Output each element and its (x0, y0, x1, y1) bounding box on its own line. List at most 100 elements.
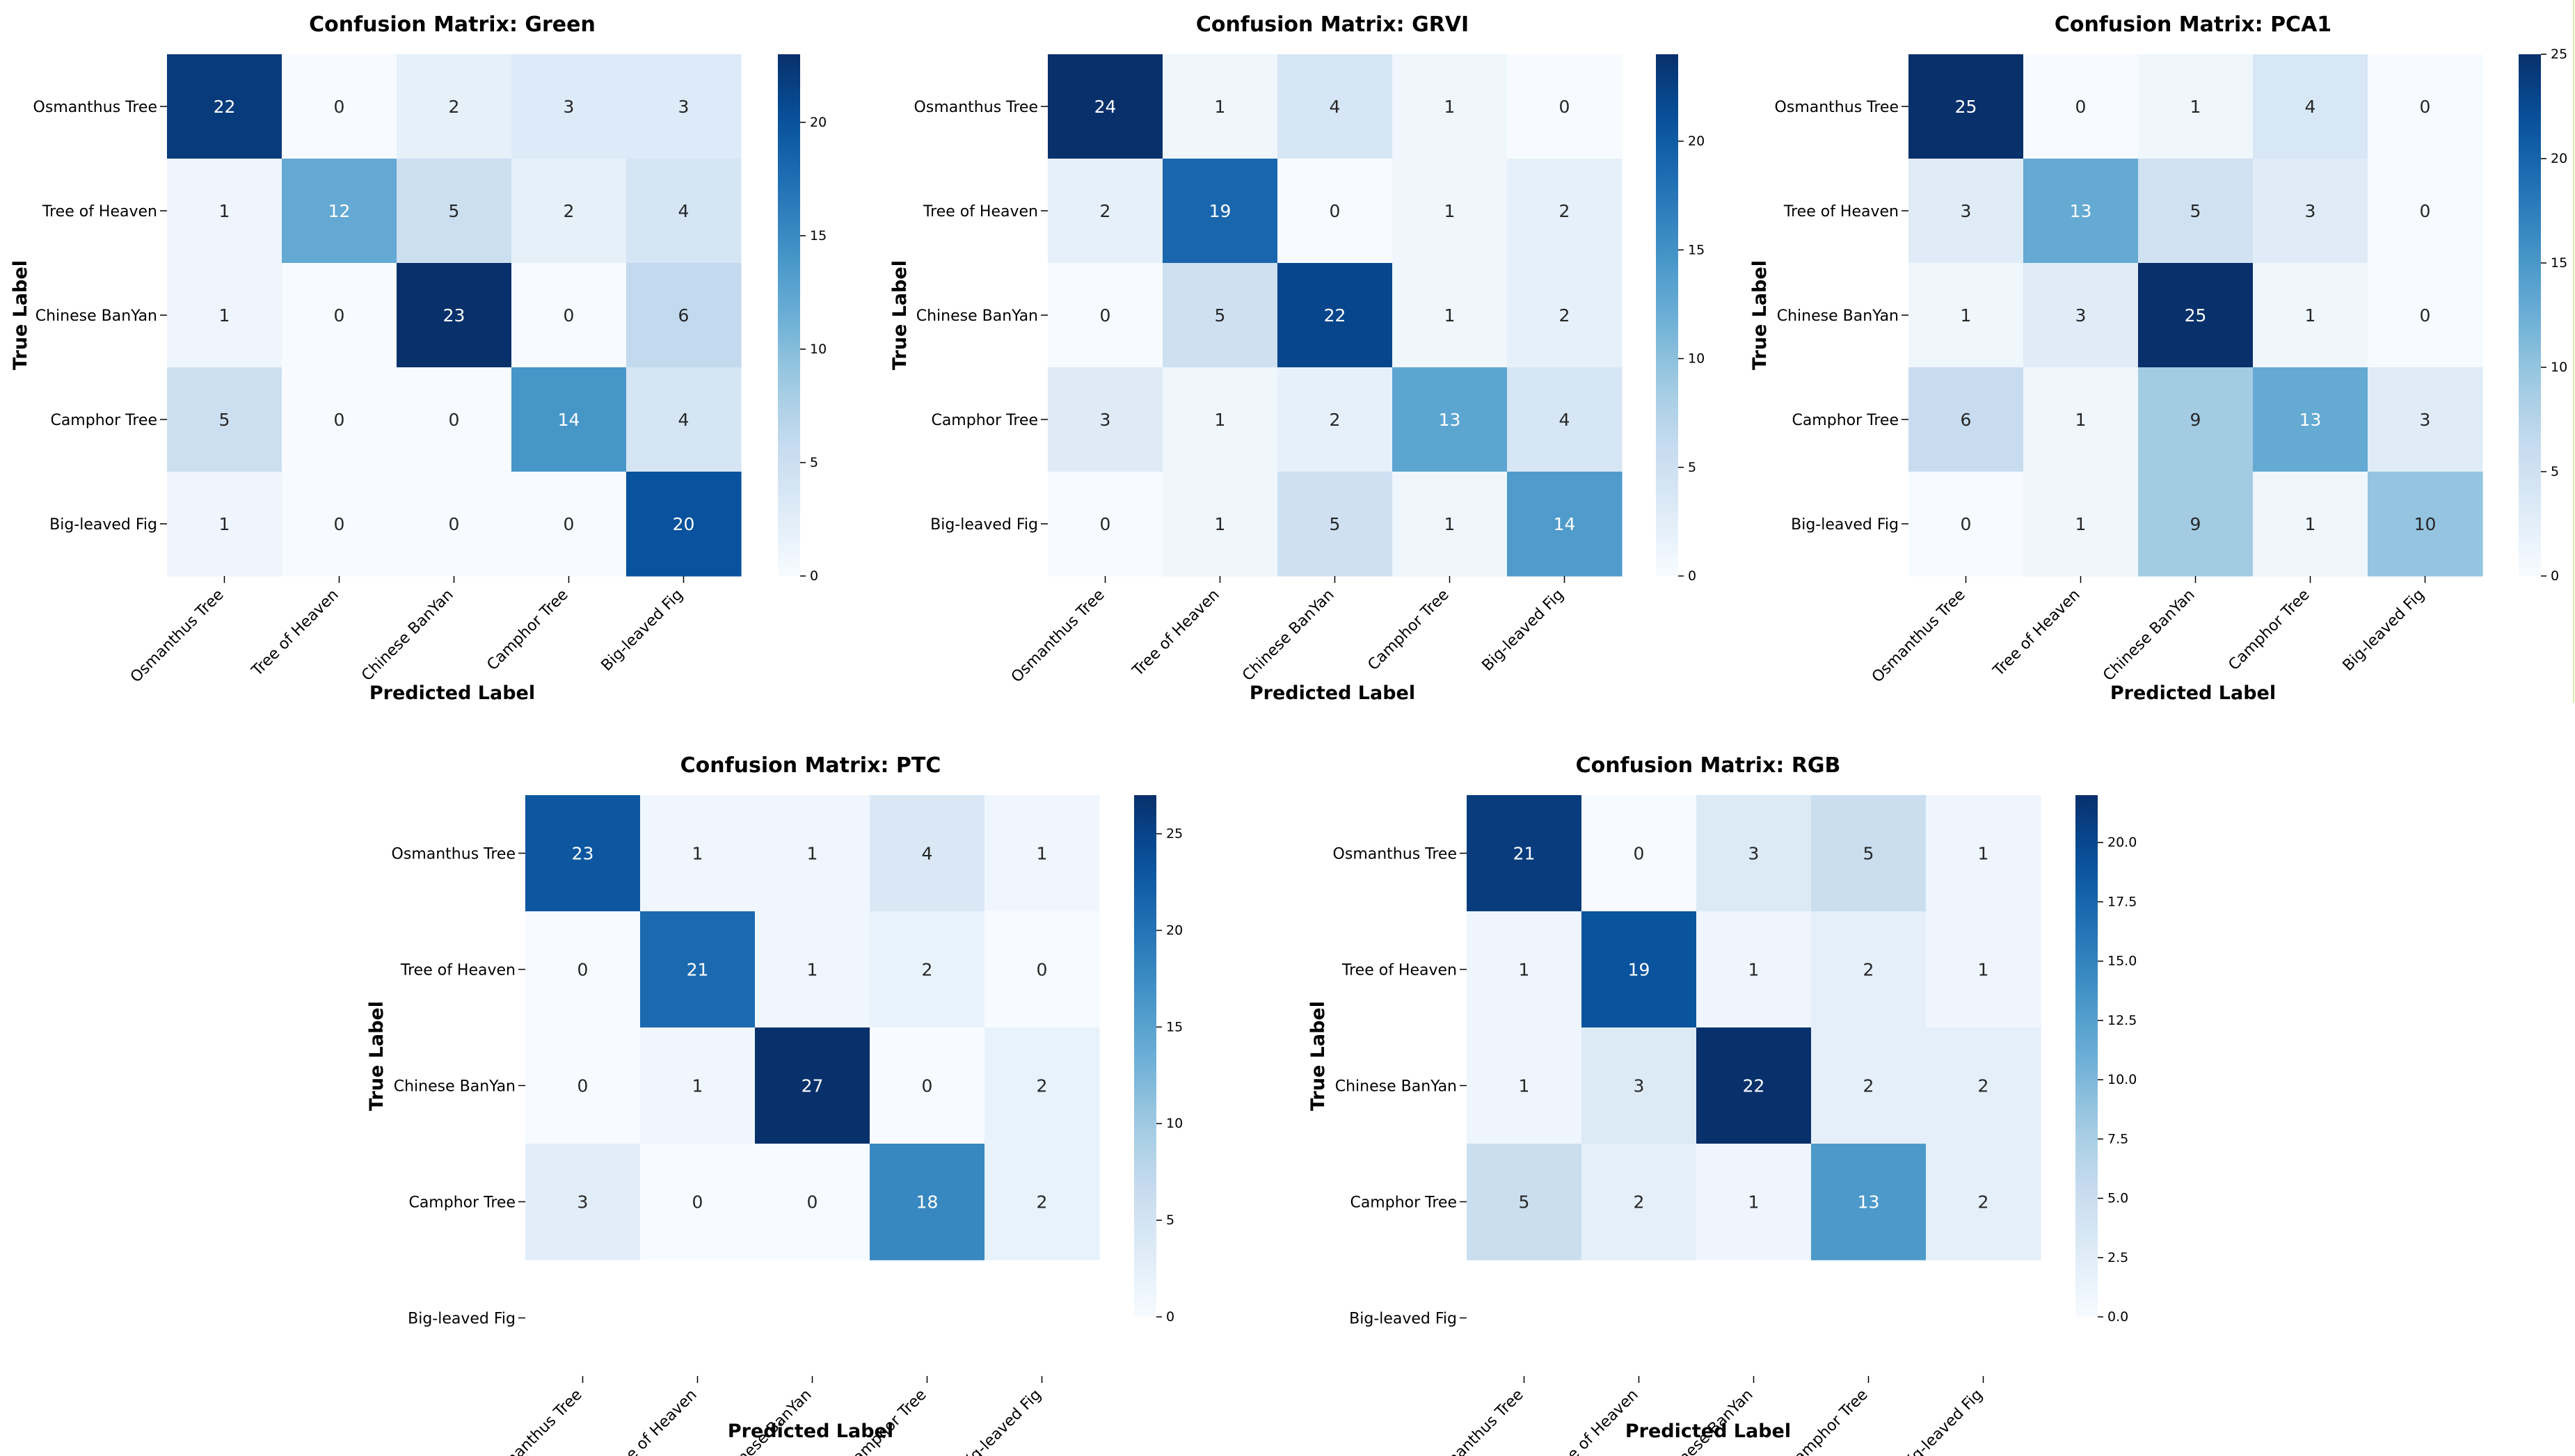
cell-value: 3 (1634, 1076, 1645, 1096)
cell-value: 3 (2305, 201, 2316, 221)
heatmap-cell (511, 472, 627, 577)
y-axis-label: True Label (366, 1001, 388, 1111)
heatmap-cell (1163, 54, 1278, 159)
heatmap-cell (397, 367, 512, 472)
heatmap-cell (525, 795, 641, 912)
heatmap-cell (282, 54, 397, 159)
x-tick-label: Chinese BanYan (358, 586, 457, 685)
cell-value: 0 (449, 514, 460, 534)
chart-title: Confusion Matrix: PTC (680, 753, 941, 778)
colorbar-tick-label: 2.5 (2107, 1250, 2128, 1265)
y-axis-label: True Label (10, 260, 31, 370)
heatmap-cell (2368, 472, 2483, 577)
heatmap-cell (2138, 263, 2254, 368)
cell-value: 1 (219, 201, 230, 221)
y-tick-label: Chinese BanYan (1335, 1078, 1457, 1096)
heatmap-cell (1926, 1027, 2041, 1144)
heatmap-cell (1163, 367, 1278, 472)
cell-value: 5 (1215, 305, 1226, 326)
cell-value: 1 (1444, 305, 1456, 326)
colorbar-tick-label: 0 (810, 568, 818, 584)
cell-value: 19 (1209, 201, 1231, 221)
x-tick-label: Tree of Heaven (1990, 586, 2084, 680)
colorbar-tick-label: 10.0 (2107, 1072, 2137, 1087)
heatmap-cell (1163, 263, 1278, 368)
heatmap-cell (2253, 472, 2368, 577)
heatmap-cell (1581, 911, 1697, 1028)
y-axis-label: True Label (1749, 260, 1771, 370)
cell-value: 13 (1858, 1192, 1880, 1213)
cell-value: 0 (2075, 97, 2087, 117)
cell-value: 0 (564, 305, 575, 326)
chart-title: Confusion Matrix: PCA1 (2055, 13, 2331, 37)
cell-value: 6 (1961, 410, 1972, 430)
heatmap-cell (167, 263, 282, 368)
cell-value: 1 (1978, 960, 1989, 980)
cell-value: 19 (1628, 960, 1650, 980)
y-tick-label: Camphor Tree (1350, 1194, 1457, 1212)
x-tick-label: Camphor Tree (1784, 1386, 1872, 1456)
cell-value: 2 (1100, 201, 1111, 221)
heatmap-cell (626, 54, 742, 159)
colorbar (2519, 54, 2541, 576)
y-tick-label: Osmanthus Tree (914, 99, 1038, 116)
heatmap-cell (511, 263, 627, 368)
colorbar-tick-label: 15 (2551, 255, 2567, 271)
x-tick-label: Big-leaved Fig (957, 1386, 1045, 1456)
colorbar-tick-label: 20 (1166, 922, 1183, 938)
heatmap-cell (2253, 54, 2368, 159)
heatmap-cell (1696, 795, 1812, 912)
heatmap-cell (2138, 54, 2254, 159)
colorbar-tick-label: 10 (810, 342, 827, 357)
y-axis-label: True Label (889, 260, 911, 370)
colorbar-tick-label: 5 (1688, 460, 1696, 475)
cell-value: 1 (1519, 960, 1530, 980)
x-tick-label: Tree of Heaven (607, 1386, 701, 1456)
cell-value: 0 (2420, 97, 2431, 117)
x-tick-label: Osmanthus Tree (1869, 586, 1969, 687)
heatmap-cell (1581, 1027, 1697, 1144)
cell-value: 2 (1634, 1192, 1645, 1213)
cell-value: 0 (564, 514, 575, 534)
cell-value: 25 (2185, 305, 2207, 326)
heatmap-cell (1277, 159, 1393, 264)
heatmap-cell (2368, 263, 2483, 368)
heatmap-cell (1048, 367, 1163, 472)
cell-value: 5 (219, 410, 230, 430)
cell-value: 0 (334, 97, 345, 117)
heatmap-cell (282, 263, 397, 368)
colorbar-tick-label: 0 (1166, 1309, 1174, 1325)
heatmap-cell (1507, 54, 1623, 159)
heatmap-cell (870, 911, 985, 1028)
heatmap-cell (640, 1144, 756, 1261)
heatmap-cell (511, 159, 627, 264)
heatmap-cell (2023, 263, 2139, 368)
cell-value: 1 (692, 844, 703, 864)
cell-value: 0 (1330, 201, 1341, 221)
y-tick-label: Tree of Heaven (400, 962, 516, 979)
heatmap-cell (511, 54, 627, 159)
heatmap-cell (1467, 1144, 1582, 1261)
cell-value: 0 (922, 1076, 933, 1096)
heatmap-cell (2138, 472, 2254, 577)
cell-value: 23 (572, 844, 594, 864)
heatmap-cell (1581, 795, 1697, 912)
cell-value: 22 (214, 97, 236, 117)
cell-value: 4 (678, 410, 689, 430)
cell-value: 0 (1100, 514, 1111, 534)
heatmap-cell (1926, 1144, 2041, 1261)
cell-value: 10 (2414, 514, 2437, 534)
cell-value: 1 (1215, 410, 1226, 430)
y-tick-label: Chinese BanYan (1777, 307, 1899, 325)
y-tick-label: Chinese BanYan (394, 1078, 516, 1096)
cell-value: 1 (1037, 844, 1048, 864)
cell-value: 3 (2075, 305, 2087, 326)
cell-value: 0 (692, 1192, 703, 1213)
heatmap-cell (1048, 263, 1163, 368)
colorbar-tick-label: 15 (1166, 1019, 1183, 1034)
heatmap-cell (525, 1027, 641, 1144)
heatmap-cell (1507, 367, 1623, 472)
y-tick-label: Big-leaved Fig (49, 516, 157, 534)
